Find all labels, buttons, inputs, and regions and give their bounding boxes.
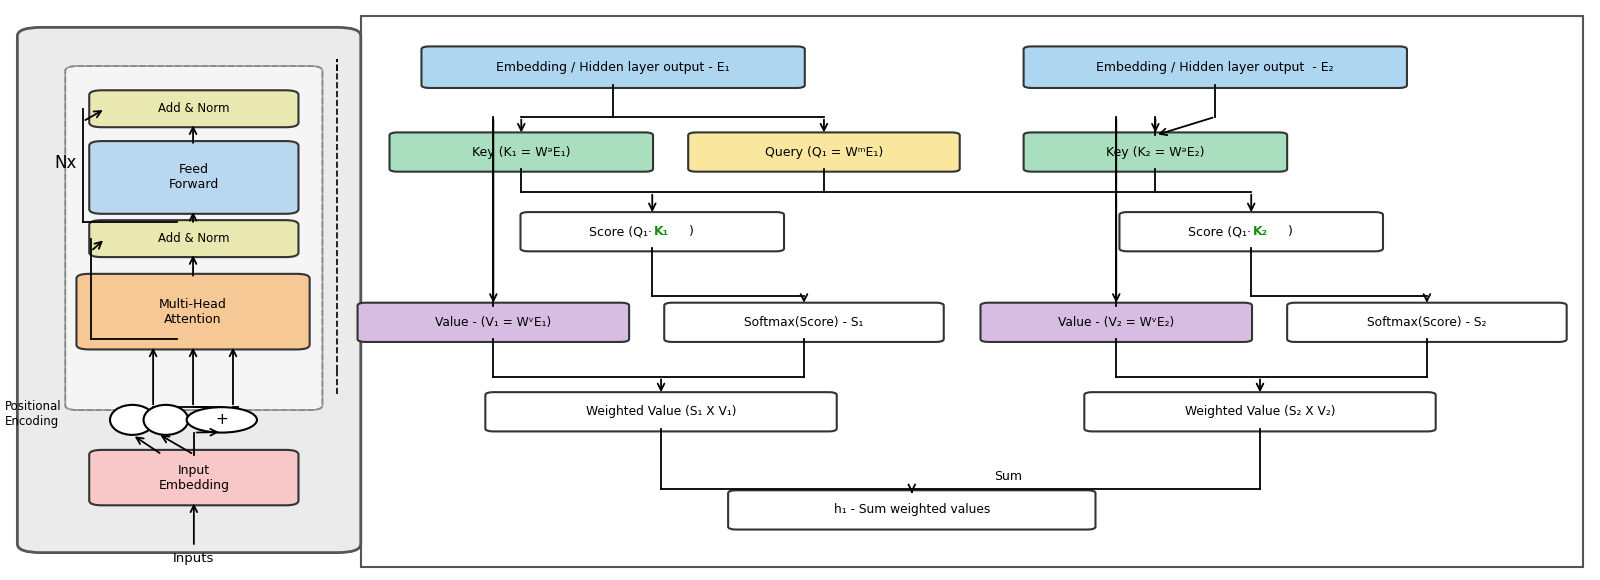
FancyBboxPatch shape <box>1286 303 1566 342</box>
FancyBboxPatch shape <box>90 90 299 127</box>
FancyBboxPatch shape <box>77 274 310 350</box>
Text: Score (Q₁·: Score (Q₁· <box>1189 225 1251 238</box>
FancyBboxPatch shape <box>421 46 805 88</box>
Text: Softmax(Score) - S₂: Softmax(Score) - S₂ <box>1368 316 1486 329</box>
Text: Value - (V₁ = WᵛE₁): Value - (V₁ = WᵛE₁) <box>435 316 552 329</box>
FancyBboxPatch shape <box>1024 46 1406 88</box>
Text: Key (K₂ = WᵊE₂): Key (K₂ = WᵊE₂) <box>1106 146 1205 158</box>
Text: K₂: K₂ <box>1253 225 1267 238</box>
Text: Value - (V₂ = WᵛE₂): Value - (V₂ = WᵛE₂) <box>1058 316 1174 329</box>
Text: Softmax(Score) - S₁: Softmax(Score) - S₁ <box>744 316 864 329</box>
FancyBboxPatch shape <box>18 27 360 553</box>
FancyBboxPatch shape <box>664 303 944 342</box>
Text: Key (K₁ = WᵊE₁): Key (K₁ = WᵊE₁) <box>472 146 571 158</box>
FancyBboxPatch shape <box>981 303 1253 342</box>
FancyBboxPatch shape <box>90 220 299 257</box>
Text: K₁: K₁ <box>654 225 669 238</box>
Text: Add & Norm: Add & Norm <box>158 232 230 245</box>
Text: Weighted Value (S₂ X V₂): Weighted Value (S₂ X V₂) <box>1184 405 1336 418</box>
FancyBboxPatch shape <box>360 16 1582 567</box>
Circle shape <box>187 407 258 433</box>
FancyBboxPatch shape <box>485 392 837 432</box>
Text: Multi-Head
Attention: Multi-Head Attention <box>158 298 227 325</box>
FancyBboxPatch shape <box>688 132 960 172</box>
FancyBboxPatch shape <box>1120 212 1382 251</box>
Text: Embedding / Hidden layer output  - E₂: Embedding / Hidden layer output - E₂ <box>1096 61 1334 74</box>
FancyBboxPatch shape <box>66 66 323 410</box>
Text: Embedding / Hidden layer output - E₁: Embedding / Hidden layer output - E₁ <box>496 61 730 74</box>
FancyBboxPatch shape <box>90 141 299 214</box>
Text: Input
Embedding: Input Embedding <box>158 463 229 492</box>
Text: Add & Norm: Add & Norm <box>158 102 230 115</box>
Text: Query (Q₁ = WᵐE₁): Query (Q₁ = WᵐE₁) <box>765 146 883 158</box>
FancyBboxPatch shape <box>389 132 653 172</box>
Text: +: + <box>216 412 229 427</box>
FancyBboxPatch shape <box>357 303 629 342</box>
FancyBboxPatch shape <box>520 212 784 251</box>
FancyBboxPatch shape <box>90 450 299 505</box>
Text: Sum: Sum <box>994 470 1022 483</box>
Ellipse shape <box>110 405 155 435</box>
Text: ): ) <box>690 225 694 238</box>
Text: Positional
Encoding: Positional Encoding <box>5 400 61 428</box>
Text: Inputs: Inputs <box>173 552 214 565</box>
FancyBboxPatch shape <box>1085 392 1435 432</box>
Text: ): ) <box>1288 225 1293 238</box>
Text: h₁ - Sum weighted values: h₁ - Sum weighted values <box>834 503 990 516</box>
Text: Score (Q₁·: Score (Q₁· <box>589 225 653 238</box>
Text: Feed
Forward: Feed Forward <box>168 164 219 191</box>
Text: Weighted Value (S₁ X V₁): Weighted Value (S₁ X V₁) <box>586 405 736 418</box>
FancyBboxPatch shape <box>728 490 1096 530</box>
Ellipse shape <box>144 405 189 435</box>
Text: Nx: Nx <box>54 154 77 172</box>
FancyBboxPatch shape <box>1024 132 1286 172</box>
